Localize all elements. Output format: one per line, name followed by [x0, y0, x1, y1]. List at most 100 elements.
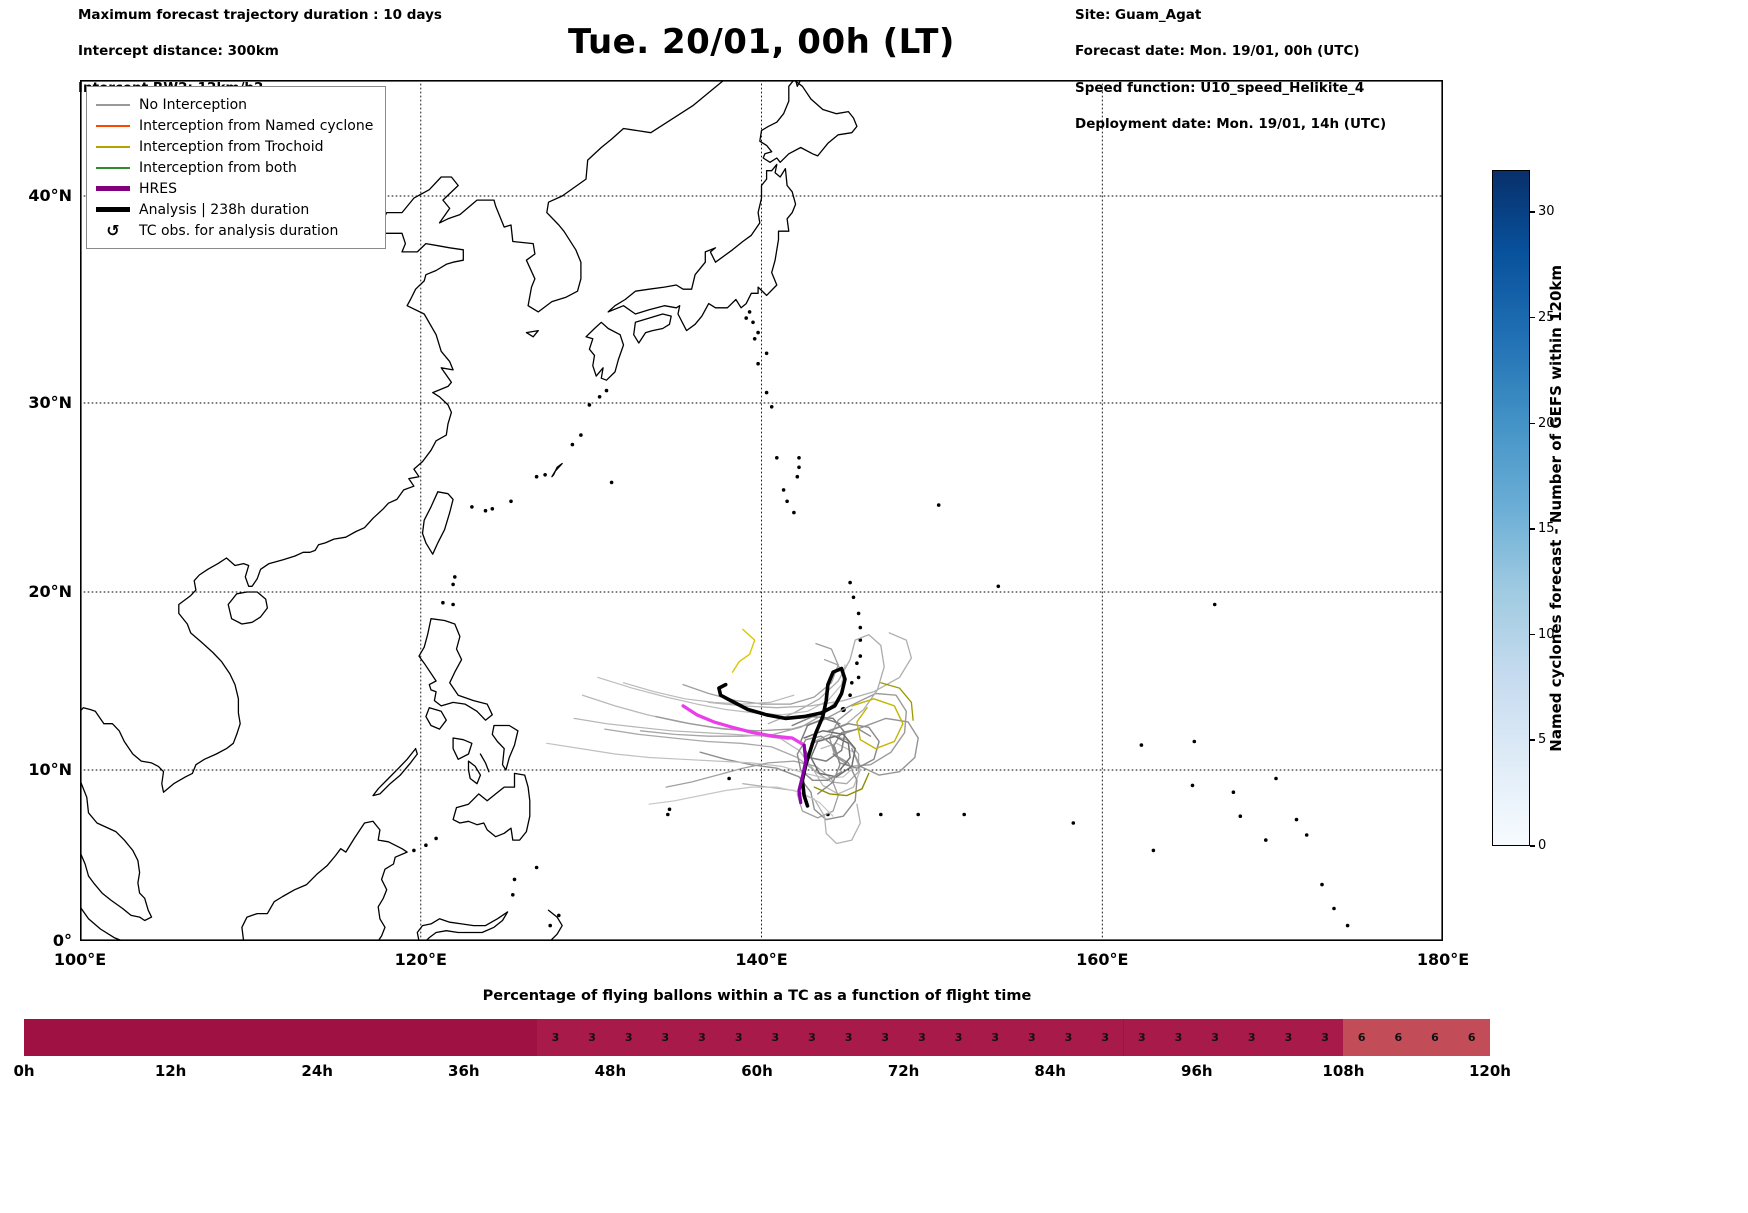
island-dot — [1231, 790, 1236, 794]
coastline — [479, 753, 490, 773]
bar-segment-value: 3 — [1247, 1031, 1256, 1044]
island-dot — [756, 330, 760, 335]
coastline — [547, 909, 563, 941]
info-intercept-distance: Intercept distance: 300km — [78, 43, 279, 60]
bar-segment: 3 — [1086, 1019, 1124, 1056]
island-dot — [781, 488, 786, 492]
island-dot — [667, 807, 672, 812]
ytick-label: 30°N — [28, 393, 72, 412]
info-forecast-date: Forecast date: Mon. 19/01, 00h (UTC) — [1075, 43, 1360, 60]
island-dot — [1238, 814, 1243, 818]
bar-segment-value: 3 — [918, 1031, 926, 1044]
island-dot — [764, 351, 769, 356]
colorbar-tick-label: 5 — [1538, 732, 1547, 748]
island-dot — [879, 812, 883, 817]
map-legend: No Interception Interception from Named c… — [86, 86, 387, 249]
bar-segment-value: 3 — [734, 1031, 743, 1044]
bar-segment-value: 3 — [1284, 1031, 1293, 1044]
info-max-duration: Maximum forecast trajectory duration : 1… — [78, 7, 442, 23]
coastline — [467, 760, 482, 785]
bar-segment-value: 6 — [1467, 1031, 1476, 1044]
island-dot — [850, 681, 854, 685]
trajectory-hres-tail — [797, 743, 808, 805]
coastline — [227, 591, 269, 625]
island-dot — [936, 503, 941, 507]
bar-segment-value: 3 — [1064, 1031, 1073, 1044]
bar-segment: 3 — [757, 1019, 794, 1056]
island-dot — [856, 675, 861, 680]
bar-segment-value: 3 — [698, 1031, 706, 1044]
bar-chart: 3 3 3 3 3 3 3 3 3 3 3 3 3 3 3 3 3 3 3 3 3 3 6 6 6 6 — [24, 1019, 1490, 1056]
coastline — [607, 163, 797, 332]
island-dot — [855, 661, 859, 665]
bar-segment: 3 — [1013, 1019, 1051, 1056]
island-dot — [534, 474, 539, 479]
legend-label: HRES — [139, 180, 177, 197]
trajectory-no-interception — [597, 664, 846, 716]
island-dot — [597, 395, 602, 399]
legend-item: No Interception — [96, 94, 373, 115]
island-dot — [751, 320, 755, 325]
trajectory-interception-trochoid — [731, 628, 756, 673]
bar-xtick-label: 12h — [154, 1062, 187, 1080]
colorbar-tick-label: 10 — [1538, 626, 1555, 642]
island-dot — [490, 507, 495, 511]
bar-segment-value: 3 — [624, 1031, 633, 1044]
bar-segment-value: 3 — [588, 1031, 596, 1044]
island-dot — [1192, 739, 1197, 744]
coastline — [425, 707, 447, 730]
island-dot — [797, 456, 801, 460]
island-dot — [747, 310, 752, 314]
bar-segment-value: 3 — [771, 1031, 780, 1044]
bar-segment: 3 — [976, 1019, 1014, 1056]
map-frame — [80, 80, 1443, 941]
bar-segment-value: 3 — [881, 1031, 890, 1044]
island-dot — [1139, 743, 1144, 747]
island-dot — [962, 812, 966, 817]
bar-segment: 3 — [683, 1019, 721, 1056]
colorbar-label-wrap: Named cyclones forecast - Number of GEFS… — [1544, 170, 1568, 846]
island-dot — [579, 433, 583, 437]
coastline — [372, 747, 418, 797]
bar-segment: 3 — [647, 1019, 684, 1056]
legend-item: ↺ TC obs. for analysis duration — [96, 220, 373, 241]
bar-segment-value: 3 — [1137, 1031, 1146, 1044]
bar-segment: 6 — [1416, 1019, 1454, 1056]
bar-segment: 3 — [1123, 1019, 1161, 1056]
bar-segment-value: 3 — [1211, 1031, 1219, 1044]
bar-segment-value: 3 — [661, 1031, 670, 1044]
legend-line-sample — [96, 207, 130, 212]
trajectory-no-interception — [699, 751, 858, 821]
coastline — [416, 911, 509, 941]
island-dot — [1294, 817, 1299, 822]
colorbar-tick-mark — [1530, 422, 1535, 424]
trajectory-no-interception — [546, 742, 856, 780]
bar-segment-value: 6 — [1357, 1031, 1366, 1044]
coastline — [418, 618, 493, 721]
island-dot — [858, 654, 863, 658]
island-dot — [434, 836, 438, 841]
legend-label: Interception from both — [139, 159, 297, 176]
bar-xtick-label: 60h — [741, 1062, 773, 1080]
bar-segment: 3 — [573, 1019, 611, 1056]
island-dot — [587, 403, 592, 407]
trajectory-no-interception — [742, 783, 861, 845]
bar-segment — [24, 1019, 538, 1056]
trajectory-no-interception — [581, 694, 861, 795]
trajectory-no-interception — [622, 682, 795, 705]
bar-chart-title: Percentage of flying ballons within a TC… — [482, 988, 1032, 1004]
bar-segment-value: 3 — [808, 1031, 816, 1044]
coastline — [80, 906, 124, 941]
coastline — [421, 491, 454, 555]
bar-segment: 3 — [793, 1019, 831, 1056]
island-dot — [764, 390, 769, 395]
legend-label: No Interception — [139, 96, 248, 113]
trajectory-interception-trochoid — [880, 682, 914, 721]
legend-label: Analysis | 238h duration — [139, 201, 310, 218]
coastline — [551, 462, 563, 478]
colorbar-tick-label: 20 — [1538, 415, 1555, 431]
island-dot — [412, 848, 416, 853]
bar-segment: 3 — [940, 1019, 977, 1056]
island-dot — [1212, 602, 1217, 607]
trajectory-analysis — [717, 666, 847, 808]
